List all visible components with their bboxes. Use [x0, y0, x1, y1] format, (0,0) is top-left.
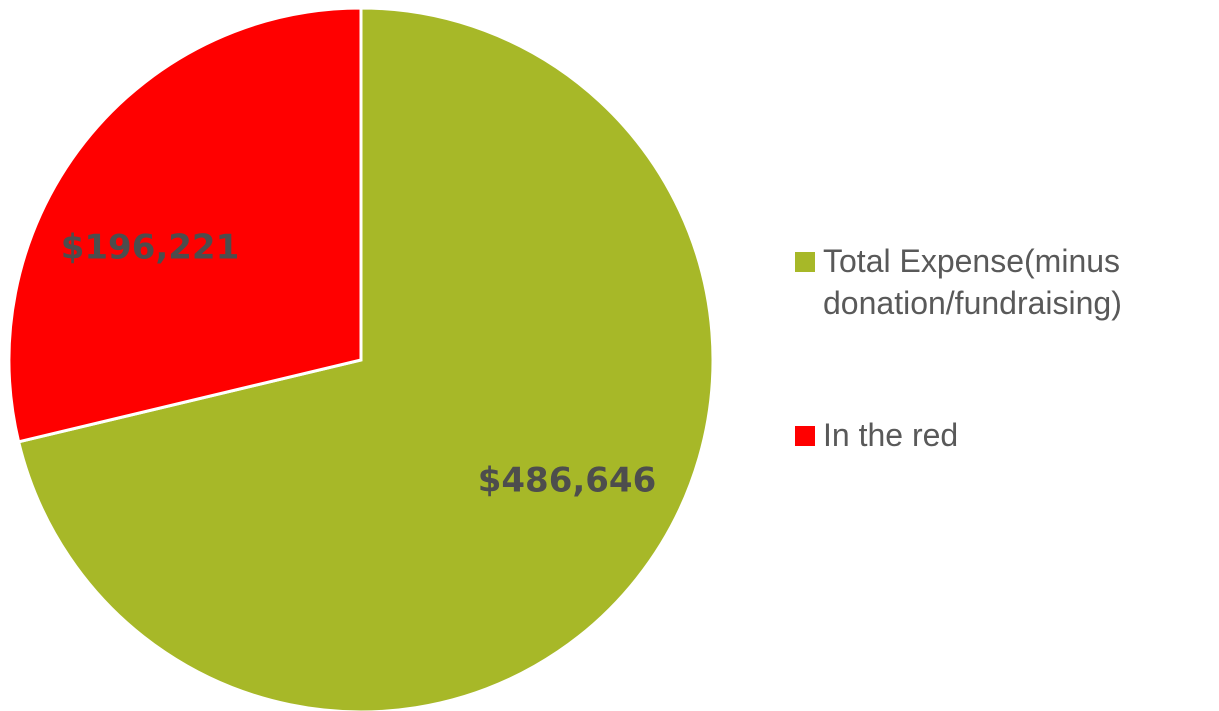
legend-swatch-2 — [795, 426, 815, 446]
legend-item-1: Total Expense(minus donation/fundraising… — [795, 240, 1215, 324]
legend-label-2: In the red — [823, 417, 959, 453]
legend-swatch-1 — [795, 252, 815, 272]
legend-item-2: In the red — [795, 414, 1215, 456]
legend-label-1: Total Expense(minus donation/fundraising… — [823, 243, 1122, 321]
legend: Total Expense(minus donation/fundraising… — [795, 240, 1215, 456]
pie-slice-1 — [16, 6, 715, 711]
pie-slice-2 — [7, 6, 363, 444]
data-label-2: $196,221 — [61, 228, 240, 268]
data-label-1: $486,646 — [478, 461, 657, 501]
